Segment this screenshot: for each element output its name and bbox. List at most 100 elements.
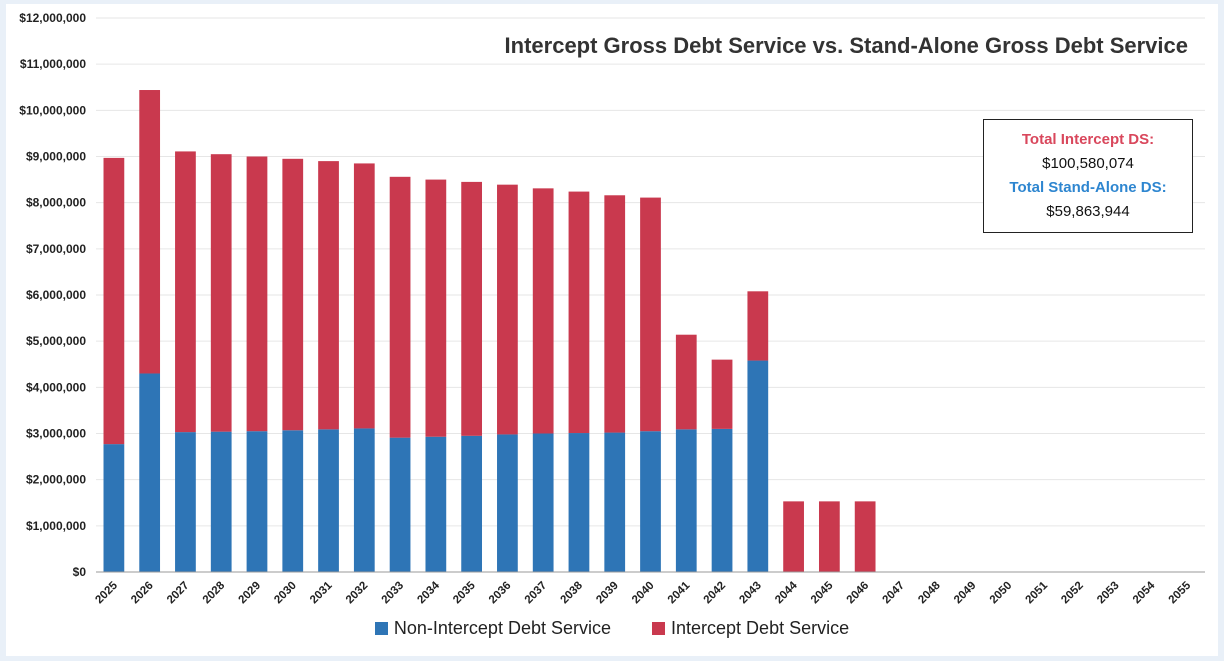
total-intercept-label: Total Intercept DS: bbox=[1021, 131, 1155, 148]
bar-intercept bbox=[425, 179, 447, 437]
x-tick-label: 2026 bbox=[129, 580, 156, 607]
bar-intercept bbox=[103, 157, 125, 445]
x-tick-label: 2033 bbox=[380, 580, 407, 607]
x-tick-label: 2025 bbox=[93, 579, 120, 606]
x-tick-label: 2047 bbox=[880, 580, 907, 607]
bar-non-intercept bbox=[425, 436, 447, 572]
x-tick-label: 2054 bbox=[1131, 579, 1158, 606]
bar-intercept bbox=[175, 151, 196, 433]
x-tick-label: 2038 bbox=[558, 579, 585, 606]
y-tick-label: $0 bbox=[73, 565, 87, 579]
x-tick-label: 2050 bbox=[988, 580, 1015, 607]
totals-box: Total Intercept DS: $100,580,074 Total S… bbox=[983, 119, 1193, 233]
x-tick-label: 2039 bbox=[594, 580, 621, 607]
chart-title: Intercept Gross Debt Service vs. Stand-A… bbox=[505, 33, 1188, 58]
bar-non-intercept bbox=[246, 431, 268, 572]
y-tick-label: $8,000,000 bbox=[26, 196, 86, 210]
x-tick-label: 2040 bbox=[630, 580, 657, 607]
x-tick-label: 2048 bbox=[916, 579, 943, 606]
x-tick-label: 2045 bbox=[809, 579, 836, 606]
y-tick-label: $11,000,000 bbox=[20, 57, 86, 71]
bar-non-intercept bbox=[640, 431, 661, 572]
y-tick-label: $12,000,000 bbox=[19, 11, 86, 25]
bar-intercept bbox=[604, 195, 626, 433]
x-tick-label: 2042 bbox=[702, 580, 729, 607]
y-tick-label: $10,000,000 bbox=[19, 103, 86, 117]
x-tick-label: 2027 bbox=[165, 580, 192, 607]
bar-intercept bbox=[353, 163, 375, 429]
x-tick-label: 2043 bbox=[737, 580, 764, 607]
y-tick-label: $6,000,000 bbox=[26, 288, 86, 302]
y-tick-label: $5,000,000 bbox=[26, 334, 86, 348]
bar-non-intercept bbox=[747, 360, 769, 572]
x-tick-label: 2029 bbox=[237, 580, 264, 607]
bar-non-intercept bbox=[210, 431, 232, 572]
bar-intercept bbox=[818, 501, 840, 572]
bar-intercept bbox=[711, 359, 733, 429]
y-tick-label: $7,000,000 bbox=[26, 242, 86, 256]
bar-intercept bbox=[497, 184, 518, 435]
y-tick-label: $3,000,000 bbox=[26, 427, 86, 441]
x-tick-label: 2041 bbox=[666, 579, 693, 606]
bar-non-intercept bbox=[103, 444, 125, 572]
x-tick-label: 2031 bbox=[308, 579, 335, 606]
y-axis-ticks: $0 $1,000,000 $2,000,000 $3,000,000 $4,000,0… bbox=[19, 11, 86, 579]
x-tick-label: 2032 bbox=[344, 580, 371, 607]
bar-intercept bbox=[532, 188, 554, 434]
bar-non-intercept bbox=[353, 428, 375, 572]
legend-item-non-intercept: Non-Intercept Debt Service bbox=[374, 618, 611, 639]
y-tick-label: $4,000,000 bbox=[26, 380, 86, 394]
bar-intercept bbox=[675, 334, 697, 430]
x-tick-label: 2053 bbox=[1095, 580, 1122, 607]
x-tick-label: 2030 bbox=[272, 580, 299, 607]
bar-non-intercept bbox=[532, 433, 554, 572]
x-tick-label: 2035 bbox=[451, 579, 478, 606]
bar-non-intercept bbox=[389, 437, 411, 572]
bar-intercept bbox=[389, 176, 411, 438]
x-tick-label: 2049 bbox=[952, 580, 979, 607]
bar-intercept bbox=[747, 291, 769, 361]
x-tick-label: 2055 bbox=[1167, 579, 1194, 606]
bar-intercept bbox=[318, 161, 339, 430]
bar-intercept bbox=[461, 181, 483, 436]
x-tick-label: 2051 bbox=[1024, 579, 1051, 606]
bar-non-intercept bbox=[711, 428, 733, 572]
bar-intercept bbox=[246, 156, 268, 432]
bar-intercept bbox=[640, 197, 661, 432]
x-tick-label: 2028 bbox=[201, 579, 228, 606]
bar-non-intercept bbox=[139, 373, 161, 572]
bar-non-intercept bbox=[318, 429, 339, 572]
legend-swatch-non-intercept bbox=[374, 622, 388, 635]
x-tick-label: 2052 bbox=[1059, 580, 1086, 607]
x-tick-label: 2044 bbox=[773, 579, 800, 606]
y-tick-label: $2,000,000 bbox=[26, 473, 86, 487]
bar-non-intercept bbox=[175, 432, 196, 572]
x-axis-ticks: 2025 2026 2027 2028 2029 2030 2031 2032 2033 2034… bbox=[93, 579, 1193, 606]
total-standalone-value: $59,863,944 bbox=[1046, 203, 1130, 220]
x-tick-label: 2037 bbox=[523, 580, 550, 607]
bar-non-intercept bbox=[604, 432, 626, 572]
total-intercept-value: $100,580,074 bbox=[1042, 155, 1134, 172]
bar-non-intercept bbox=[461, 435, 483, 572]
bar-intercept bbox=[854, 501, 876, 572]
legend-swatch-intercept bbox=[652, 622, 666, 635]
bar-intercept bbox=[783, 501, 804, 572]
bars bbox=[103, 90, 876, 572]
bar-intercept bbox=[568, 191, 590, 434]
bar-intercept bbox=[139, 90, 161, 374]
x-tick-label: 2036 bbox=[487, 580, 514, 607]
x-tick-label: 2034 bbox=[415, 579, 442, 606]
bar-intercept bbox=[282, 158, 304, 431]
total-standalone-label: Total Stand-Alone DS: bbox=[1009, 179, 1167, 196]
legend-label-non-intercept: Non-Intercept Debt Service bbox=[393, 618, 611, 638]
bar-non-intercept bbox=[282, 430, 304, 572]
bar-intercept bbox=[210, 154, 232, 432]
legend-label-intercept: Intercept Debt Service bbox=[671, 618, 850, 638]
bar-non-intercept bbox=[675, 429, 697, 572]
legend-item-intercept: Intercept Debt Service bbox=[652, 618, 849, 639]
x-tick-label: 2046 bbox=[845, 580, 872, 607]
bar-non-intercept bbox=[497, 434, 518, 572]
legend: Non-Intercept Debt Service Intercept Deb… bbox=[0, 618, 1224, 639]
y-tick-label: $1,000,000 bbox=[26, 519, 86, 533]
